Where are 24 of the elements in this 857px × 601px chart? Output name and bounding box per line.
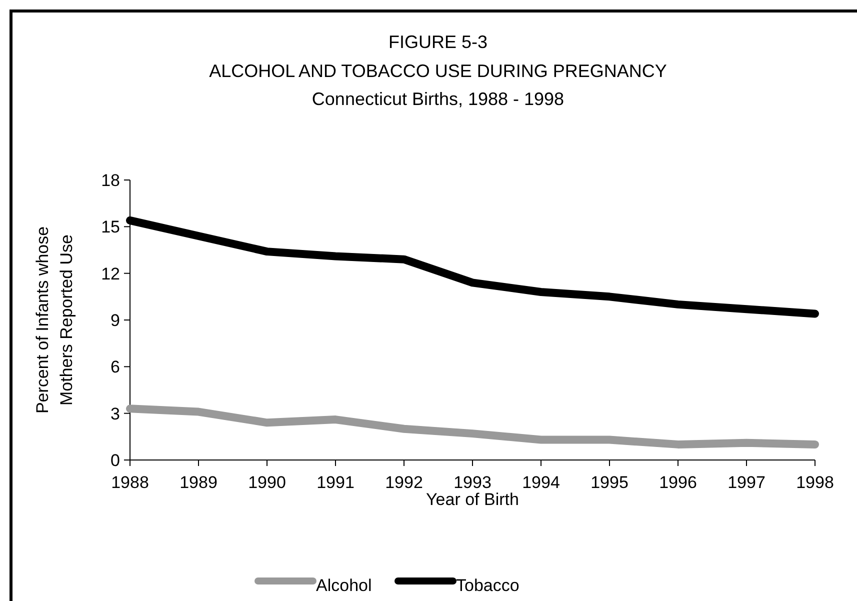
x-tick-label: 1998 xyxy=(796,473,834,492)
y-tick-label: 12 xyxy=(101,264,120,284)
y-tick-label: 18 xyxy=(101,170,120,190)
chart-title: FIGURE 5-3 xyxy=(388,32,488,52)
x-tick-label: 1993 xyxy=(454,473,492,492)
x-tick-label: 1990 xyxy=(248,473,286,492)
x-tick-label: 1988 xyxy=(111,473,149,492)
y-tick-label: 0 xyxy=(110,450,120,470)
x-tick-label: 1995 xyxy=(590,473,628,492)
y-tick-label: 15 xyxy=(101,218,120,237)
x-tick-label: 1997 xyxy=(728,473,766,492)
y-tick-label: 9 xyxy=(110,310,120,330)
y-axis-title: Percent of Infants whose Mothers Reported Use xyxy=(33,226,76,414)
y-tick-label: 3 xyxy=(110,404,120,424)
chart-subtitle: ALCOHOL AND TOBACCO USE DURING PREGNANCY Connecticut Births, 1988 - 1998 xyxy=(209,61,667,109)
x-tick-label: 1991 xyxy=(316,473,354,492)
x-tick-label: 1996 xyxy=(659,473,697,492)
x-axis-title: Year of Birth xyxy=(426,490,519,509)
x-tick-label: 1989 xyxy=(180,473,218,492)
legend-label: Alcohol xyxy=(316,576,372,595)
legend-label: Tobacco xyxy=(456,576,520,595)
x-tick-label: 1994 xyxy=(522,473,560,492)
x-tick-label: 1992 xyxy=(385,473,423,492)
y-tick-label: 6 xyxy=(110,358,120,377)
